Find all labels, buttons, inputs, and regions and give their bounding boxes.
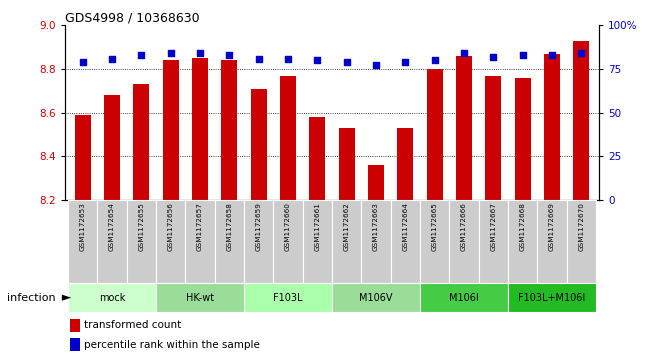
Point: [576, 50, 587, 56]
Bar: [478, 200, 508, 283]
Polygon shape: [62, 295, 71, 301]
Bar: [339, 128, 355, 200]
Point: [371, 62, 381, 68]
Bar: [104, 95, 120, 200]
Point: [342, 59, 352, 65]
Point: [77, 59, 88, 65]
Point: [430, 57, 440, 63]
Bar: [544, 54, 560, 200]
Text: GSM1172668: GSM1172668: [519, 202, 525, 251]
Bar: [273, 200, 303, 283]
Text: GSM1172664: GSM1172664: [402, 202, 408, 251]
Text: HK-wt: HK-wt: [186, 293, 214, 303]
Bar: [156, 200, 186, 283]
Bar: [303, 200, 332, 283]
Point: [165, 50, 176, 56]
Bar: [192, 58, 208, 200]
Text: mock: mock: [99, 293, 125, 303]
Bar: [68, 200, 98, 283]
Bar: [309, 117, 326, 200]
Bar: [420, 283, 508, 312]
Bar: [456, 56, 472, 200]
Bar: [332, 283, 420, 312]
Text: GSM1172663: GSM1172663: [373, 202, 379, 251]
Bar: [163, 60, 179, 200]
Bar: [156, 283, 244, 312]
Bar: [332, 200, 361, 283]
Bar: [368, 165, 384, 200]
Bar: [251, 89, 267, 200]
Point: [136, 52, 146, 58]
Text: percentile rank within the sample: percentile rank within the sample: [84, 340, 260, 350]
Bar: [566, 200, 596, 283]
Bar: [127, 200, 156, 283]
Bar: [397, 128, 413, 200]
Bar: [420, 200, 449, 283]
Bar: [391, 200, 420, 283]
Point: [400, 59, 411, 65]
Point: [488, 54, 499, 60]
Text: GSM1172667: GSM1172667: [490, 202, 496, 251]
Text: GSM1172662: GSM1172662: [344, 202, 350, 251]
Point: [459, 50, 469, 56]
Bar: [574, 41, 589, 200]
Text: GSM1172654: GSM1172654: [109, 202, 115, 251]
Point: [253, 56, 264, 61]
Bar: [426, 69, 443, 200]
Text: M106I: M106I: [449, 293, 479, 303]
Bar: [485, 76, 501, 200]
Text: GSM1172655: GSM1172655: [139, 202, 145, 251]
Text: GSM1172653: GSM1172653: [79, 202, 86, 251]
Text: GSM1172661: GSM1172661: [314, 202, 320, 251]
Text: F103L: F103L: [273, 293, 303, 303]
Text: GSM1172656: GSM1172656: [168, 202, 174, 251]
Bar: [244, 283, 332, 312]
Bar: [221, 60, 238, 200]
Bar: [537, 200, 566, 283]
Bar: [70, 319, 80, 332]
Text: transformed count: transformed count: [84, 320, 181, 330]
Bar: [215, 200, 244, 283]
Text: GSM1172657: GSM1172657: [197, 202, 203, 251]
Bar: [514, 78, 531, 200]
Bar: [508, 200, 537, 283]
Bar: [98, 200, 127, 283]
Point: [107, 56, 117, 61]
Text: GSM1172659: GSM1172659: [256, 202, 262, 251]
Bar: [186, 200, 215, 283]
Point: [224, 52, 234, 58]
Point: [312, 57, 322, 63]
Bar: [68, 283, 156, 312]
Text: GSM1172670: GSM1172670: [578, 202, 585, 251]
Bar: [280, 76, 296, 200]
Bar: [70, 338, 80, 351]
Text: GSM1172660: GSM1172660: [285, 202, 291, 251]
Bar: [244, 200, 273, 283]
Text: GDS4998 / 10368630: GDS4998 / 10368630: [65, 11, 200, 24]
Bar: [449, 200, 478, 283]
Point: [547, 52, 557, 58]
Text: GSM1172669: GSM1172669: [549, 202, 555, 251]
Bar: [361, 200, 391, 283]
Point: [195, 50, 205, 56]
Text: M106V: M106V: [359, 293, 393, 303]
Text: infection: infection: [7, 293, 55, 303]
Text: F103L+M106I: F103L+M106I: [518, 293, 586, 303]
Text: GSM1172665: GSM1172665: [432, 202, 437, 251]
Bar: [133, 84, 150, 200]
Bar: [75, 115, 90, 200]
Text: GSM1172658: GSM1172658: [227, 202, 232, 251]
Bar: [508, 283, 596, 312]
Point: [518, 52, 528, 58]
Text: GSM1172666: GSM1172666: [461, 202, 467, 251]
Point: [283, 56, 293, 61]
